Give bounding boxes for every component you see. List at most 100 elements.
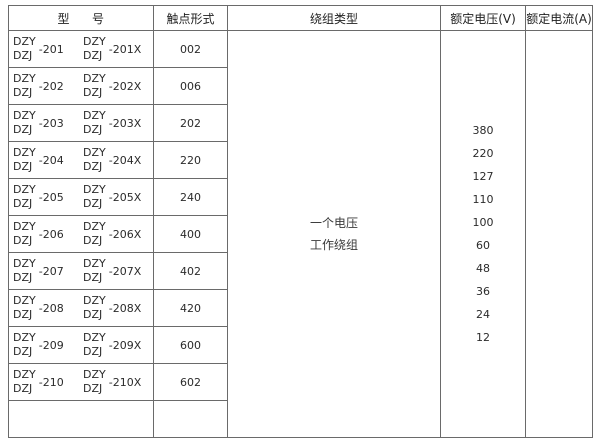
model-prefix-bottom: DZJ	[13, 271, 33, 284]
header-label-contact-form: 触点形式	[166, 11, 215, 26]
model-group-variant: DZY DZJ -204X	[83, 146, 153, 174]
model-suffix: -210	[38, 375, 64, 389]
model-prefix-top: DZY	[83, 146, 106, 160]
model-prefix-bottom: DZJ	[13, 123, 33, 136]
model-suffix: -201	[38, 42, 64, 56]
model-group-primary: DZY DZJ -209	[13, 331, 83, 359]
model-suffix: -204	[38, 153, 64, 167]
cell-contact-form	[153, 400, 228, 438]
table-row: DZY DZJ -201 DZY DZJ -201X 002 一个电压 工作绕组 380 220 12…	[8, 30, 593, 438]
model-prefix-stack: DZY DZJ	[83, 109, 106, 137]
rated-voltage-value: 220	[472, 147, 494, 160]
model-suffix: -202X	[108, 79, 142, 93]
model-prefix-bottom: DZJ	[83, 271, 103, 284]
model-prefix-top: DZY	[13, 294, 36, 308]
header-cell-model: 型号	[8, 5, 154, 31]
table-row: DZY DZJ -210 DZY DZJ -210X 602	[8, 363, 593, 401]
model-suffix: -210X	[108, 375, 142, 389]
model-prefix-top: DZY	[83, 183, 106, 197]
model-prefix-stack: DZY DZJ	[13, 220, 36, 248]
winding-type-line-1: 一个电压	[309, 215, 358, 230]
table-row: DZY DZJ -206 DZY DZJ -206X 400	[8, 215, 593, 253]
table-row: DZY DZJ -205 DZY DZJ -205X 240	[8, 178, 593, 216]
rated-voltage-value: 12	[476, 331, 490, 344]
cell-contact-form: 240	[153, 178, 228, 216]
model-prefix-top: DZY	[13, 220, 36, 234]
model-suffix: -208	[38, 301, 64, 315]
model-prefix-stack: DZY DZJ	[83, 331, 106, 359]
cell-model: DZY DZJ -205 DZY DZJ -205X	[8, 178, 154, 216]
model-prefix-top: DZY	[13, 368, 36, 382]
header-label-winding-type: 绕组类型	[309, 11, 358, 26]
model-group-primary: DZY DZJ -210	[13, 368, 83, 396]
rated-voltage-value: 48	[476, 262, 490, 275]
cell-model: DZY DZJ -201 DZY DZJ -201X	[8, 30, 154, 68]
model-group-variant: DZY DZJ -209X	[83, 331, 153, 359]
model-group-variant: DZY DZJ -206X	[83, 220, 153, 248]
model-prefix-top: DZY	[83, 72, 106, 86]
model-group-primary: DZY DZJ -203	[13, 109, 83, 137]
cell-contact-form: 602	[153, 363, 228, 401]
model-suffix: -209X	[108, 338, 142, 352]
model-group-primary: DZY DZJ -206	[13, 220, 83, 248]
cell-model: DZY DZJ -206 DZY DZJ -206X	[8, 215, 154, 253]
model-prefix-bottom: DZJ	[83, 382, 103, 395]
model-prefix-bottom: DZJ	[13, 86, 33, 99]
model-suffix: -202	[38, 79, 64, 93]
model-prefix-top: DZY	[13, 146, 36, 160]
cell-contact-form: 202	[153, 104, 228, 142]
model-prefix-top: DZY	[83, 257, 106, 271]
model-prefix-top: DZY	[83, 35, 106, 49]
relay-specification-table: 型号 触点形式 绕组类型 额定电压(V) 额定电流(A) DZY DZJ -201 D…	[8, 5, 593, 438]
model-prefix-bottom: DZJ	[13, 160, 33, 173]
table-row: DZY DZJ -207 DZY DZJ -207X 402	[8, 252, 593, 290]
model-prefix-stack: DZY DZJ	[83, 257, 106, 285]
model-prefix-bottom: DZJ	[83, 308, 103, 321]
cell-winding-type: 一个电压 工作绕组	[227, 30, 441, 438]
model-prefix-bottom: DZJ	[13, 234, 33, 247]
header-label-rated-current: 额定电流(A)	[526, 11, 592, 26]
model-group-variant: DZY DZJ -210X	[83, 368, 153, 396]
model-group-primary: DZY DZJ -205	[13, 183, 83, 211]
header-label-rated-voltage: 额定电压(V)	[450, 11, 516, 26]
model-suffix: -208X	[108, 301, 142, 315]
model-suffix: -205	[38, 190, 64, 204]
cell-model: DZY DZJ -209 DZY DZJ -209X	[8, 326, 154, 364]
rated-voltage-value: 100	[472, 216, 494, 229]
model-group-primary: DZY DZJ -204	[13, 146, 83, 174]
model-group-variant: DZY DZJ -207X	[83, 257, 153, 285]
model-prefix-stack: DZY DZJ	[13, 72, 36, 100]
table-row: DZY DZJ -204 DZY DZJ -204X 220	[8, 141, 593, 179]
model-prefix-bottom: DZJ	[13, 197, 33, 210]
model-prefix-bottom: DZJ	[83, 234, 103, 247]
model-group-variant: DZY DZJ -201X	[83, 35, 153, 63]
cell-model: DZY DZJ -207 DZY DZJ -207X	[8, 252, 154, 290]
model-prefix-top: DZY	[13, 183, 36, 197]
rated-voltage-value: 36	[476, 285, 490, 298]
model-prefix-bottom: DZJ	[83, 49, 103, 62]
cell-model: DZY DZJ -210 DZY DZJ -210X	[8, 363, 154, 401]
model-prefix-top: DZY	[83, 331, 106, 345]
model-prefix-stack: DZY DZJ	[13, 368, 36, 396]
rated-voltage-value: 60	[476, 239, 490, 252]
header-label-model: 型号	[57, 11, 105, 26]
model-suffix: -205X	[108, 190, 142, 204]
model-prefix-top: DZY	[83, 220, 106, 234]
model-prefix-bottom: DZJ	[13, 345, 33, 358]
table-row: DZY DZJ -202 DZY DZJ -202X 006	[8, 67, 593, 105]
model-prefix-bottom: DZJ	[13, 308, 33, 321]
cell-contact-form: 400	[153, 215, 228, 253]
cell-model: DZY DZJ -204 DZY DZJ -204X	[8, 141, 154, 179]
model-prefix-bottom: DZJ	[83, 160, 103, 173]
header-cell-rated-voltage: 额定电压(V)	[440, 5, 526, 31]
model-group-primary: DZY DZJ -208	[13, 294, 83, 322]
model-prefix-top: DZY	[13, 35, 36, 49]
model-prefix-stack: DZY DZJ	[83, 294, 106, 322]
table-row: DZY DZJ -209 DZY DZJ -209X 600	[8, 326, 593, 364]
model-prefix-stack: DZY DZJ	[83, 183, 106, 211]
cell-contact-form: 220	[153, 141, 228, 179]
model-prefix-stack: DZY DZJ	[83, 220, 106, 248]
cell-contact-form: 420	[153, 289, 228, 327]
model-group-variant: DZY DZJ -205X	[83, 183, 153, 211]
model-prefix-bottom: DZJ	[83, 345, 103, 358]
